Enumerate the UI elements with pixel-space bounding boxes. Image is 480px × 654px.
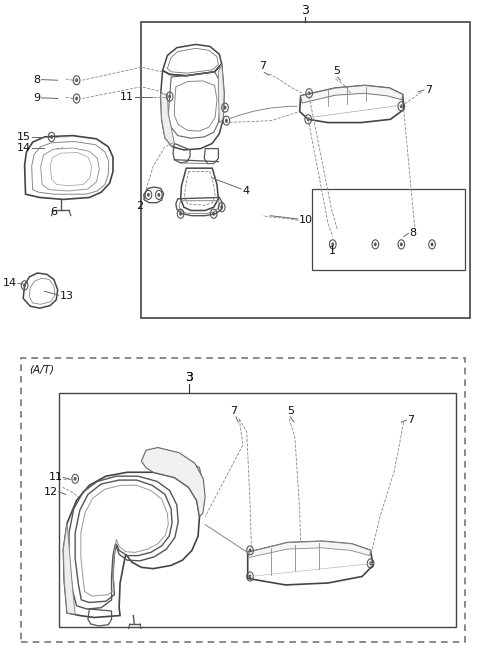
Text: 11: 11	[48, 472, 62, 483]
Text: 15: 15	[17, 132, 31, 142]
Circle shape	[157, 193, 160, 197]
Text: 12: 12	[44, 487, 58, 497]
Text: 7: 7	[425, 85, 432, 95]
Circle shape	[224, 106, 227, 110]
Circle shape	[249, 574, 252, 578]
Text: 5: 5	[333, 65, 340, 76]
Polygon shape	[218, 64, 224, 122]
Polygon shape	[161, 94, 174, 146]
Bar	[141, 22, 470, 318]
Circle shape	[220, 205, 223, 209]
Circle shape	[307, 117, 310, 121]
Polygon shape	[63, 523, 75, 614]
Text: 6: 6	[50, 207, 58, 217]
Text: 14: 14	[3, 279, 17, 288]
Circle shape	[225, 118, 228, 122]
Text: 8: 8	[409, 228, 417, 238]
Polygon shape	[141, 447, 205, 517]
Text: 3: 3	[185, 371, 192, 385]
Circle shape	[50, 135, 53, 139]
Circle shape	[179, 212, 182, 216]
Circle shape	[75, 97, 78, 101]
Text: (A/T): (A/T)	[29, 365, 54, 375]
Circle shape	[23, 283, 26, 287]
Text: 9: 9	[34, 93, 41, 103]
Text: 4: 4	[242, 186, 249, 196]
Text: 14: 14	[17, 143, 31, 153]
Circle shape	[212, 212, 215, 216]
Text: 2: 2	[136, 201, 144, 211]
Polygon shape	[248, 542, 371, 558]
Circle shape	[400, 243, 403, 247]
Bar	[312, 189, 465, 270]
Circle shape	[308, 92, 311, 95]
Circle shape	[168, 95, 171, 99]
Text: 8: 8	[34, 75, 41, 84]
Text: 7: 7	[408, 415, 415, 425]
Text: 1: 1	[329, 247, 336, 256]
Text: 3: 3	[185, 371, 192, 385]
Text: 7: 7	[259, 61, 266, 71]
Circle shape	[147, 193, 150, 197]
Circle shape	[75, 78, 78, 82]
Bar	[21, 358, 465, 642]
Text: 10: 10	[299, 215, 313, 225]
Circle shape	[249, 549, 252, 553]
Polygon shape	[152, 458, 203, 490]
Polygon shape	[300, 86, 403, 103]
Circle shape	[369, 562, 372, 566]
Text: 7: 7	[230, 405, 237, 416]
Circle shape	[374, 243, 377, 247]
Text: 11: 11	[120, 92, 134, 101]
Text: 13: 13	[60, 292, 73, 301]
Circle shape	[74, 477, 77, 481]
Text: 5: 5	[287, 405, 294, 416]
Text: 3: 3	[301, 4, 309, 17]
Circle shape	[331, 243, 334, 247]
Circle shape	[431, 243, 433, 247]
Bar	[59, 393, 456, 627]
Circle shape	[400, 105, 403, 109]
